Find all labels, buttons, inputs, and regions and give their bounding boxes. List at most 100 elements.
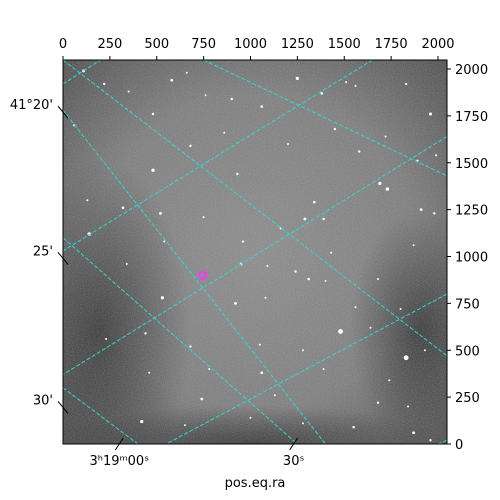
dec-tick-1 xyxy=(57,252,69,265)
star-40 xyxy=(125,263,128,265)
star-13 xyxy=(429,112,432,116)
dec-grid-line-0 xyxy=(63,109,326,444)
star-22 xyxy=(236,172,239,176)
star-55 xyxy=(144,332,147,335)
right-tick-label-0: 0 xyxy=(455,438,463,453)
right-tick-label-8: 2000 xyxy=(455,63,488,78)
star-71 xyxy=(183,424,186,427)
top-tick-label-3: 750 xyxy=(191,37,216,52)
star-20 xyxy=(435,154,438,157)
star-66 xyxy=(200,397,204,401)
dec-grid-line-2 xyxy=(63,60,447,357)
dec-tick-label-1: 25' xyxy=(33,244,53,259)
star-62 xyxy=(208,368,211,370)
star-10 xyxy=(320,92,324,95)
star-28 xyxy=(121,206,125,210)
star-75 xyxy=(412,431,416,435)
target-marker-layer xyxy=(198,270,208,280)
star-35 xyxy=(163,240,166,243)
star-51 xyxy=(399,308,402,310)
star-38 xyxy=(330,251,333,254)
star-56 xyxy=(189,345,192,348)
star-73 xyxy=(302,422,304,425)
plot-frame xyxy=(62,59,448,445)
star-74 xyxy=(352,425,355,429)
star-63 xyxy=(260,371,264,375)
star-42 xyxy=(266,264,269,267)
star-23 xyxy=(378,181,382,185)
top-tick-label-5: 1250 xyxy=(281,37,314,52)
plot-area xyxy=(63,60,447,444)
ra-grid-line-0 xyxy=(63,60,373,252)
star-49 xyxy=(264,296,267,299)
right-tick-label-5: 1250 xyxy=(455,204,488,219)
star-16 xyxy=(223,131,226,134)
star-61 xyxy=(148,371,151,374)
star-12 xyxy=(405,82,408,86)
x-axis-title: pos.eq.ra xyxy=(225,476,286,491)
star-2 xyxy=(127,90,130,93)
star-7 xyxy=(230,97,233,101)
star-8 xyxy=(260,105,264,108)
right-tick-label-2: 500 xyxy=(455,344,480,359)
star-72 xyxy=(249,416,252,419)
ra-grid-line-1 xyxy=(63,136,447,376)
sky-noise xyxy=(63,60,447,444)
star-6 xyxy=(204,94,207,97)
star-79 xyxy=(345,81,348,84)
coordinate-grid xyxy=(63,60,447,444)
star-50 xyxy=(354,306,357,309)
star-64 xyxy=(322,368,325,370)
star-31 xyxy=(303,217,307,221)
star-54 xyxy=(105,338,108,340)
star-15 xyxy=(189,144,192,148)
top-tick-label-6: 1500 xyxy=(328,37,361,52)
star-21 xyxy=(151,168,155,172)
star-17 xyxy=(287,143,289,145)
top-pixel-axis: 0 250 500 750 1000 1250 1500 1750 2000 xyxy=(59,37,455,60)
dec-tick-label-2: 30' xyxy=(33,393,53,408)
right-tick-label-3: 750 xyxy=(455,297,480,312)
ra-tick-label-0: 3ʰ19ᵐ00ˢ xyxy=(89,454,149,469)
ra-grid-line-3 xyxy=(437,439,447,444)
star-67 xyxy=(273,394,276,397)
ra-grid-line-2 xyxy=(165,293,447,444)
star-58 xyxy=(302,349,304,352)
star-68 xyxy=(376,401,380,404)
star-29 xyxy=(159,211,162,215)
ra-axis: 3ʰ19ᵐ00ˢ 30ˢ xyxy=(89,437,304,469)
star-65 xyxy=(388,379,391,382)
star-48 xyxy=(234,301,237,305)
right-pixel-axis: 0 250 500 750 1000 1250 1500 1750 2000 xyxy=(447,63,488,453)
star-14 xyxy=(333,127,337,131)
star-52 xyxy=(338,329,343,334)
star-25 xyxy=(419,208,423,212)
dec-tick-2 xyxy=(57,401,69,414)
star-53 xyxy=(369,326,372,329)
star-60 xyxy=(423,349,426,352)
star-4 xyxy=(170,78,174,82)
star-33 xyxy=(322,217,325,221)
top-tick-label-7: 1750 xyxy=(375,37,408,52)
star-18 xyxy=(358,150,361,153)
star-44 xyxy=(307,277,310,281)
star-43 xyxy=(294,270,297,273)
star-59 xyxy=(403,355,409,361)
star-78 xyxy=(384,135,387,138)
top-tick-label-2: 500 xyxy=(144,37,169,52)
star-36 xyxy=(241,240,245,243)
top-tick-label-0: 0 xyxy=(59,37,67,52)
star-47 xyxy=(160,296,164,300)
star-27 xyxy=(86,199,89,202)
dec-tick-0 xyxy=(57,105,69,119)
star-24 xyxy=(385,187,390,191)
right-tick-label-7: 1750 xyxy=(455,110,488,125)
star-1 xyxy=(103,82,106,86)
target-marker xyxy=(198,270,208,280)
star-11 xyxy=(354,84,357,87)
star-5 xyxy=(185,71,188,74)
top-tick-label-8: 2000 xyxy=(421,37,454,52)
star-30 xyxy=(202,216,205,219)
star-37 xyxy=(279,227,282,230)
ra-tick-1 xyxy=(289,437,299,451)
